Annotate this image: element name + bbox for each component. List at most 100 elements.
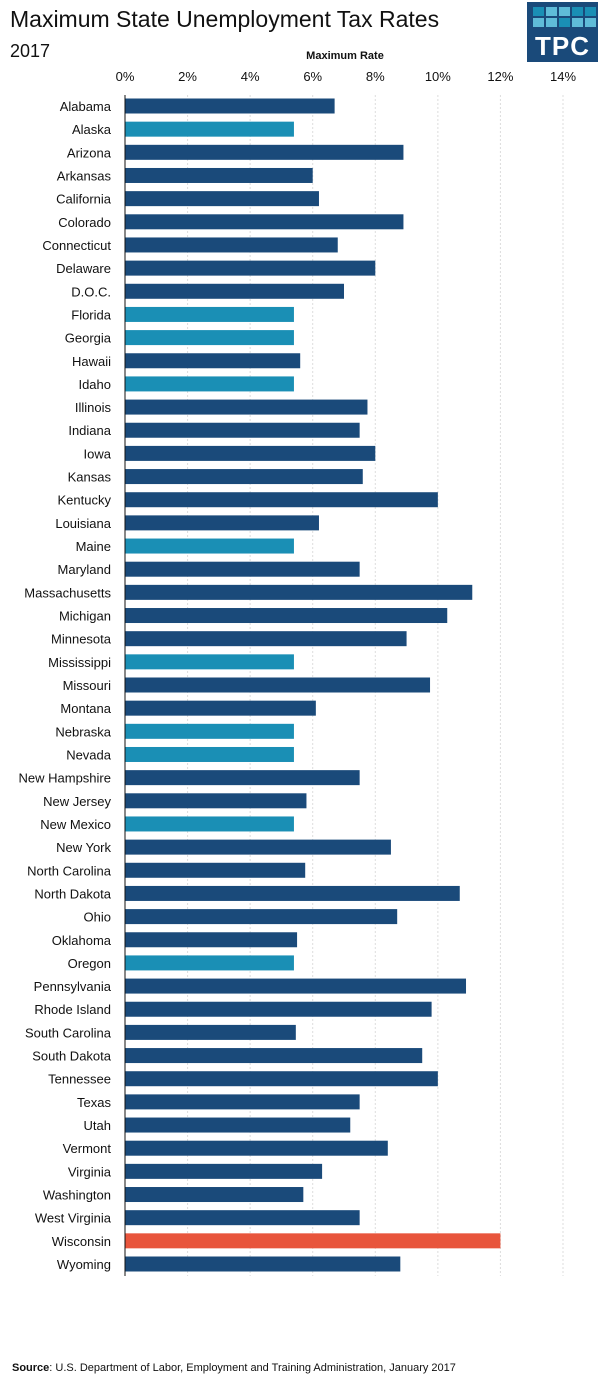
category-label: Michigan [59,609,111,624]
category-label: Mississippi [48,655,111,670]
bar-alabama [125,98,335,114]
bar-georgia [125,330,294,346]
category-label: Oregon [68,956,111,971]
category-label: Maryland [58,562,111,577]
category-label: Hawaii [72,354,111,369]
bar-south-carolina [125,1024,296,1040]
bar-maryland [125,561,360,577]
bar-arkansas [125,167,313,183]
bar-louisiana [125,515,319,531]
category-label: Colorado [58,215,111,230]
bar-iowa [125,445,376,461]
bar-massachusetts [125,584,473,600]
category-label: North Dakota [34,886,111,901]
bar-michigan [125,608,448,624]
x-axis-title: Maximum Rate [306,50,384,62]
category-label: South Carolina [25,1025,112,1040]
bar-oklahoma [125,932,298,948]
bar-california [125,191,319,207]
bar-nevada [125,746,294,762]
category-label: Connecticut [42,238,111,253]
logo-text: TPC [535,31,590,61]
category-label: Louisiana [55,516,111,531]
category-label: California [56,192,112,207]
bar-new-york [125,839,391,855]
x-tick-label: 2% [178,69,197,84]
bar-illinois [125,399,368,415]
category-label: Illinois [75,400,112,415]
chart-title: Maximum State Unemployment Tax Rates [10,6,440,32]
bar-connecticut [125,237,338,253]
bar-vermont [125,1140,388,1156]
category-label: North Carolina [27,863,112,878]
bar-missouri [125,677,431,693]
category-label: New Mexico [40,817,111,832]
category-label: Missouri [63,678,112,693]
bar-texas [125,1094,360,1110]
bar-arizona [125,144,404,160]
category-label: Pennsylvania [34,979,112,994]
category-label: Vermont [63,1141,112,1156]
category-label: Montana [60,701,111,716]
bar-chart: 0% 2% 4% 6% 8% 10% 12% 14% Alabama Alaska Arizona A… [19,69,576,1276]
logo-grid-icon [533,7,596,27]
category-label: Oklahoma [52,933,112,948]
source-text: : U.S. Department of Labor, Employment a… [49,1362,456,1374]
x-tick-label: 12% [487,69,513,84]
bar-kentucky [125,492,438,508]
category-label: Nevada [66,747,112,762]
category-label: Indiana [68,423,111,438]
tpc-logo: TPC [527,2,598,62]
bar-indiana [125,422,360,438]
bar-west-virginia [125,1210,360,1226]
bar-maine [125,538,294,554]
category-label: Arizona [67,145,112,160]
category-label: Virginia [68,1164,112,1179]
x-tick-label: 8% [366,69,385,84]
category-label: Iowa [84,446,112,461]
bar-kansas [125,469,363,485]
category-label: Idaho [78,377,111,392]
bar-new-jersey [125,793,307,809]
category-label: New York [56,840,111,855]
category-label: Florida [71,307,112,322]
category-label: South Dakota [32,1049,112,1064]
category-label: Nebraska [55,724,111,739]
category-label: Minnesota [51,632,112,647]
category-label: Georgia [65,331,112,346]
category-label: Delaware [56,261,111,276]
x-tick-label: 10% [425,69,451,84]
bar-idaho [125,376,294,392]
category-label: New Hampshire [19,771,111,786]
source-note: Source: U.S. Department of Labor, Employ… [12,1362,456,1374]
category-label: Kentucky [58,493,112,508]
x-tick-label: 14% [550,69,576,84]
category-label: Massachusetts [24,585,111,600]
bar-utah [125,1117,351,1133]
category-label: Rhode Island [34,1002,111,1017]
bar-mississippi [125,654,294,670]
category-label: Texas [77,1095,111,1110]
category-label: New Jersey [43,794,111,809]
bar-nebraska [125,723,294,739]
bar-minnesota [125,631,407,647]
x-tick-label: 4% [241,69,260,84]
bar-north-dakota [125,885,460,901]
category-label: Tennessee [48,1072,111,1087]
category-label: West Virginia [35,1211,112,1226]
bar-new-hampshire [125,770,360,786]
bar-virginia [125,1163,323,1179]
bar-delaware [125,260,376,276]
x-tick-label: 6% [303,69,322,84]
bar-d-o-c- [125,283,344,299]
category-label: Kansas [68,470,112,485]
category-label: Ohio [84,910,111,925]
x-tick-label: 0% [116,69,135,84]
bar-tennessee [125,1071,438,1087]
bar-washington [125,1187,304,1203]
category-label: Alaska [72,122,112,137]
category-label: Maine [76,539,111,554]
bar-new-mexico [125,816,294,832]
bar-hawaii [125,353,301,369]
